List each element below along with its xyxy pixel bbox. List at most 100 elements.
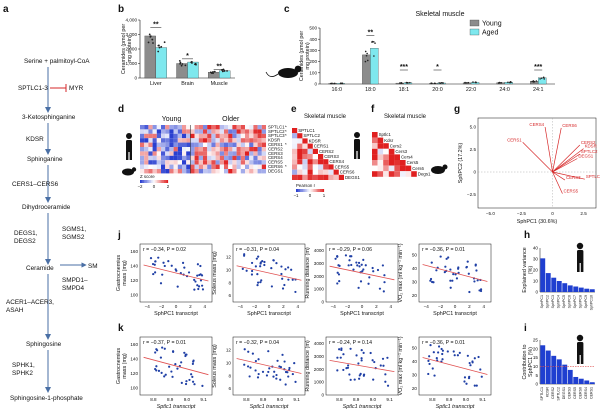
k-1-point xyxy=(272,375,275,378)
k-1-point xyxy=(291,372,294,376)
j-2-point xyxy=(350,255,353,258)
e-cell xyxy=(297,154,303,160)
k-2-point xyxy=(355,354,358,357)
d-cell xyxy=(190,151,195,156)
pathway-enzyme-3: CERS1–CERS6 xyxy=(12,181,59,188)
g-vector-label-cers6: CERS6 xyxy=(562,123,577,128)
j-2-y-tick-2: 2000 xyxy=(314,274,325,279)
j-1-x-tick-3: 2 xyxy=(282,304,285,309)
j-2-xlabel: SphPC1 transcript xyxy=(340,311,384,317)
d-cell xyxy=(257,129,262,134)
j-1-point xyxy=(294,290,297,294)
f-cell xyxy=(388,154,395,160)
k-0-point xyxy=(161,346,164,349)
h-category-2: SphPC3 xyxy=(551,295,555,308)
h-y-tick-0: 0 xyxy=(535,290,538,295)
k-3-point xyxy=(469,364,472,367)
f-row-label-6: Cers6 xyxy=(412,166,424,171)
c-dot xyxy=(542,76,545,79)
e-cell xyxy=(307,174,313,180)
k-1-point xyxy=(288,366,291,370)
d-cell xyxy=(203,147,208,152)
k-2-point xyxy=(379,364,382,367)
j-2-point xyxy=(336,282,339,285)
d-cell xyxy=(261,133,266,139)
j-2-point xyxy=(348,259,351,262)
c-category-3: 20:0 xyxy=(432,87,443,93)
d-cell xyxy=(177,160,182,165)
j-2-point xyxy=(372,270,375,273)
j-3-point xyxy=(467,272,470,275)
d-cell xyxy=(169,169,174,174)
e-colorbar-cell xyxy=(297,189,299,192)
e-cell xyxy=(292,154,298,160)
j-1-fit-line xyxy=(236,265,302,281)
c-dot xyxy=(500,81,503,84)
c-category-1: 18:0 xyxy=(365,87,376,93)
k-3-point xyxy=(463,376,467,379)
d-cell xyxy=(161,133,166,139)
f-cell xyxy=(383,165,389,172)
d-cell xyxy=(190,133,195,139)
k-0-point xyxy=(192,360,195,363)
j-3-point xyxy=(452,273,455,276)
e-title: Skeletal muscle xyxy=(304,114,347,120)
e-cell xyxy=(312,169,318,175)
panel-letter-e: e xyxy=(291,104,297,115)
f-cell xyxy=(377,137,384,144)
d-row-mark-0: * xyxy=(285,124,287,129)
j-3-point xyxy=(476,279,479,282)
d-cell xyxy=(261,155,266,161)
j-0-point xyxy=(170,264,173,267)
d-cell xyxy=(144,155,149,161)
j-0-stat: r = −0.34, P = 0.02 xyxy=(143,247,186,253)
g-xlabel: SphPC1 (30.6%) xyxy=(517,219,558,225)
c-bar-1-aged xyxy=(370,48,379,85)
j-3-point xyxy=(443,271,446,274)
j-1-point xyxy=(270,267,273,270)
e-cell xyxy=(292,133,298,139)
d-colorbar-cell xyxy=(142,180,145,183)
panel-letter-c: c xyxy=(284,4,290,15)
j-3-point xyxy=(435,269,438,272)
d-cell xyxy=(186,151,191,156)
j-0-point xyxy=(196,274,199,277)
f-cell xyxy=(383,154,389,160)
c-category-0: 16:0 xyxy=(332,87,343,93)
d-cell xyxy=(173,147,178,152)
pathway-m2: Sphinganine xyxy=(27,156,63,163)
k-1-y-tick-0: 6 xyxy=(228,386,231,391)
e-row-label-6: CERS4 xyxy=(329,159,344,164)
k-0-point xyxy=(154,351,157,354)
d-cell xyxy=(228,125,233,130)
d-cell xyxy=(161,147,166,152)
b-dot xyxy=(223,69,226,72)
d-colorbar-cell xyxy=(156,180,159,183)
d-cell xyxy=(140,138,145,143)
d-cell xyxy=(261,125,266,130)
d-cell xyxy=(169,164,174,169)
g-vector-sptlc1 xyxy=(552,171,585,180)
d-cell xyxy=(169,125,174,130)
e-row-label-5: CERS3 xyxy=(324,154,339,159)
k-1-point xyxy=(279,378,282,381)
d-cell xyxy=(173,138,178,143)
k-0-point xyxy=(160,371,163,375)
d-cell xyxy=(215,138,220,143)
pathway-inhibitor: MYR xyxy=(69,85,84,92)
d-cell xyxy=(211,151,216,156)
k-2-point xyxy=(373,360,376,364)
d-cell xyxy=(207,129,212,134)
f-cell xyxy=(377,148,384,155)
e-cell xyxy=(328,169,334,175)
j-3-point xyxy=(455,277,459,280)
d-cell xyxy=(177,138,182,143)
g-vector-label-kdsr: KDSR xyxy=(585,144,597,149)
d-cell xyxy=(144,169,149,174)
panel-letter-j: j xyxy=(117,230,121,241)
k-2-point xyxy=(369,351,372,355)
d-cell xyxy=(219,147,224,152)
k-2-xlabel: Sptlc1 transcript xyxy=(343,404,382,410)
d-cell xyxy=(257,138,262,143)
